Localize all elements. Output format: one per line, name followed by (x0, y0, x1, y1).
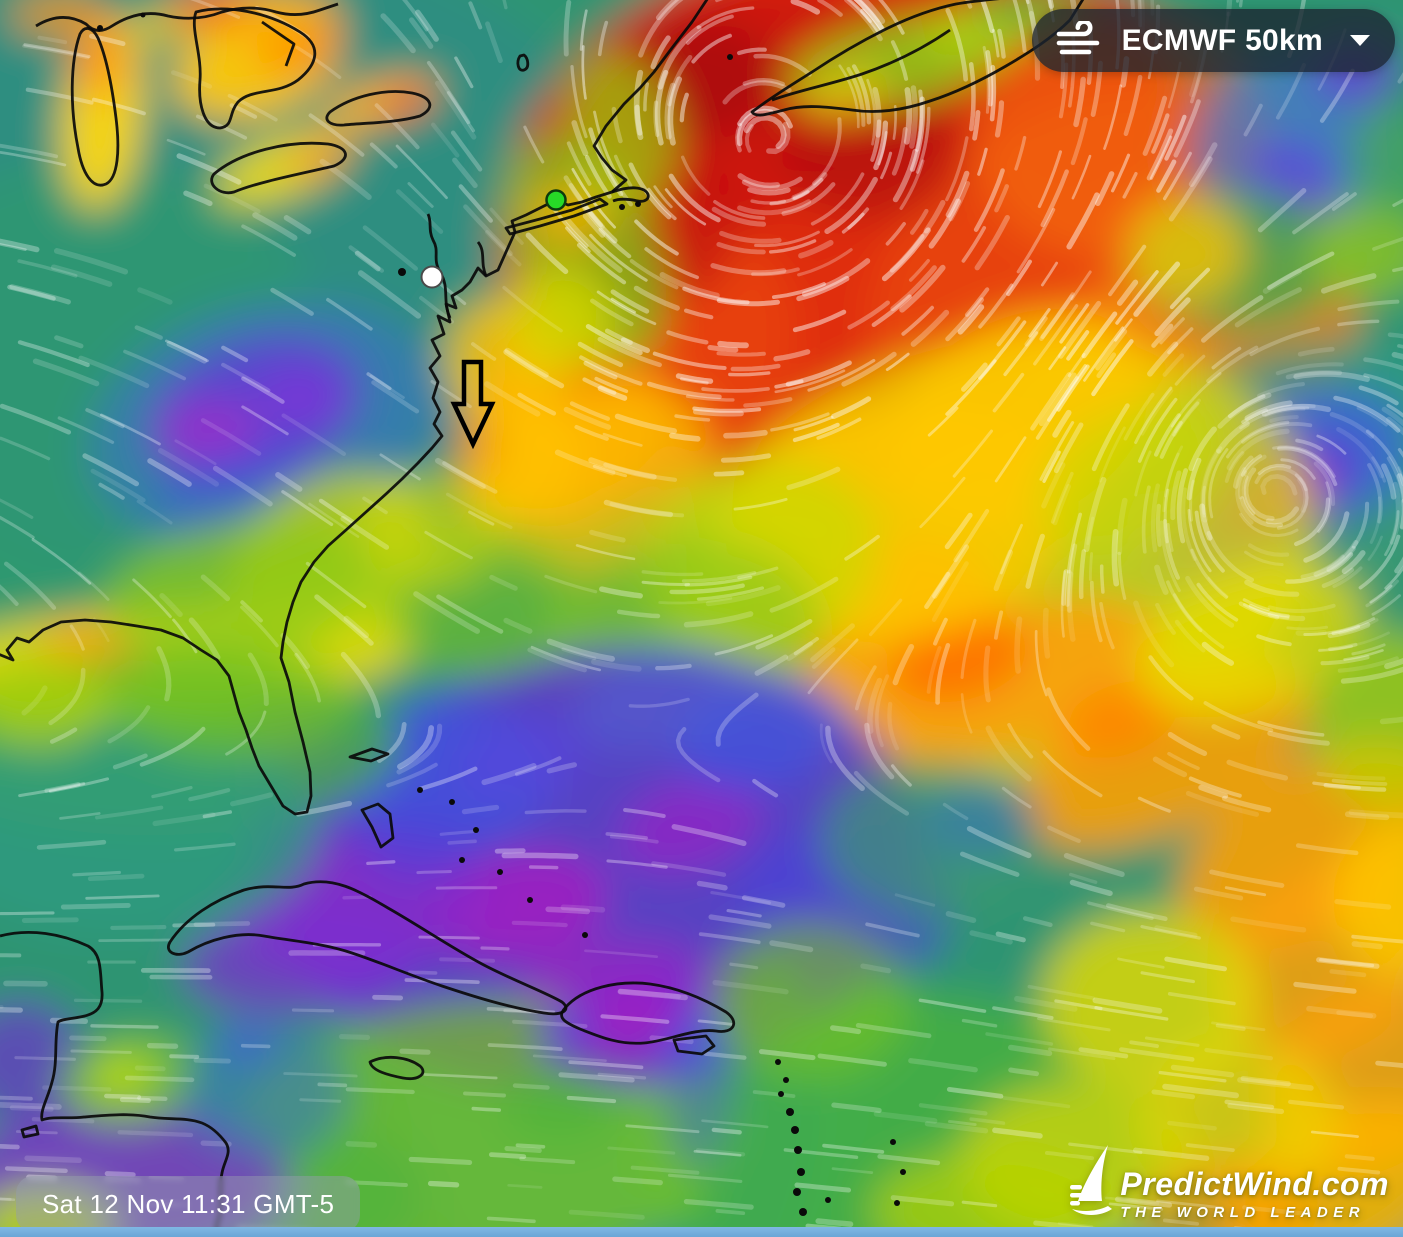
coastlines (0, 0, 1085, 1237)
model-selector-button[interactable]: ECMWF 50km (1031, 9, 1395, 72)
time-display-label: Sat 12 Nov 11:31 GMT-5 (42, 1188, 335, 1219)
location-marker-green[interactable] (545, 189, 567, 211)
sailboat-icon (1070, 1145, 1113, 1215)
map-markers[interactable] (420, 189, 567, 450)
time-display: Sat 12 Nov 11:31 GMT-5 (16, 1176, 361, 1232)
annotation-down-arrow (450, 359, 496, 450)
chevron-down-icon (1349, 34, 1371, 47)
model-selector-label: ECMWF 50km (1121, 23, 1323, 57)
predictwind-logo: PredictWind.com THE WORLD LEADER (1070, 1145, 1389, 1221)
location-marker-white[interactable] (420, 265, 444, 289)
timeline-strip[interactable] (0, 1227, 1403, 1237)
wind-icon (1056, 20, 1099, 54)
brand-site-name: PredictWind.com (1120, 1166, 1389, 1203)
brand-tagline: THE WORLD LEADER (1120, 1204, 1366, 1221)
